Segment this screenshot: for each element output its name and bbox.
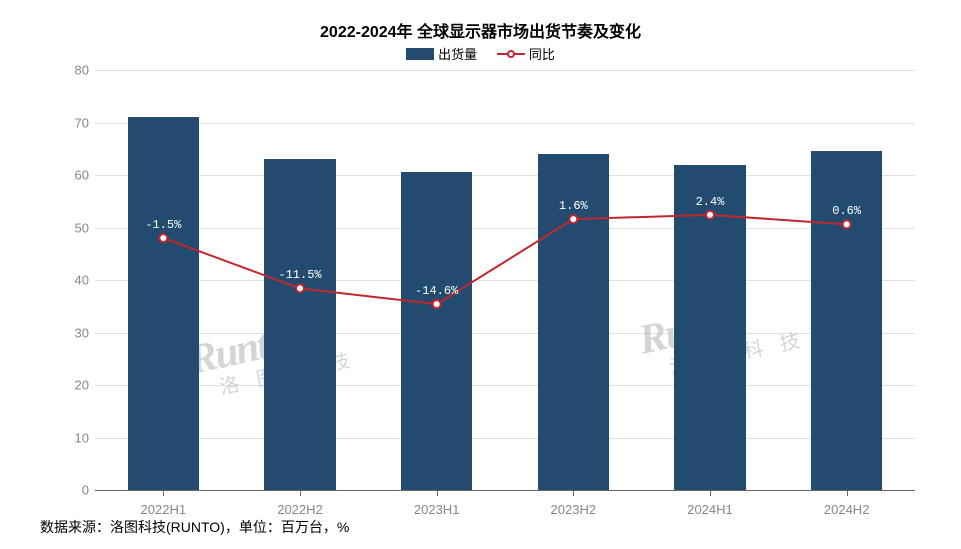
y-tick-label: 50 xyxy=(53,220,89,235)
source-text: 数据来源：洛图科技(RUNTO)，单位：百万台，% xyxy=(40,517,349,537)
x-axis-line xyxy=(95,490,915,491)
y-tick-label: 20 xyxy=(53,378,89,393)
y-tick-label: 70 xyxy=(53,115,89,130)
legend-item-bar: 出货量 xyxy=(406,44,477,63)
y-tick-label: 10 xyxy=(53,430,89,445)
y-tick-label: 80 xyxy=(53,63,89,78)
line-point-label: -1.5% xyxy=(145,218,181,232)
x-tick-label: 2022H1 xyxy=(141,502,187,517)
line-marker xyxy=(843,220,851,228)
x-tick-label: 2023H2 xyxy=(551,502,597,517)
line-point-label: 0.6% xyxy=(832,204,861,218)
x-tick-mark xyxy=(437,490,438,496)
line-marker xyxy=(159,234,167,242)
plot-area: 010203040506070802022H12022H22023H12023H… xyxy=(95,70,915,490)
x-tick-label: 2023H1 xyxy=(414,502,460,517)
legend-bar-label: 出货量 xyxy=(438,44,477,63)
y-tick-label: 60 xyxy=(53,168,89,183)
line-marker xyxy=(706,211,714,219)
x-tick-mark xyxy=(710,490,711,496)
y-tick-label: 40 xyxy=(53,273,89,288)
legend: 出货量 同比 xyxy=(0,44,961,63)
line-point-label: 2.4% xyxy=(696,195,725,209)
x-tick-mark xyxy=(847,490,848,496)
x-tick-label: 2024H1 xyxy=(687,502,733,517)
x-tick-mark xyxy=(163,490,164,496)
line-point-label: -11.5% xyxy=(278,268,321,282)
chart-title: 2022-2024年 全球显示器市场出货节奏及变化 xyxy=(0,18,961,42)
line-point-label: 1.6% xyxy=(559,199,588,213)
x-tick-mark xyxy=(573,490,574,496)
legend-line-label: 同比 xyxy=(529,44,555,63)
legend-item-line: 同比 xyxy=(497,44,555,63)
chart-container: 2022-2024年 全球显示器市场出货节奏及变化 出货量 同比 0102030… xyxy=(0,0,961,549)
line-series-svg xyxy=(95,70,915,490)
y-tick-label: 0 xyxy=(53,483,89,498)
x-tick-label: 2024H2 xyxy=(824,502,870,517)
line-marker xyxy=(296,284,304,292)
line-point-label: -14.6% xyxy=(415,284,458,298)
line-path xyxy=(163,215,846,304)
line-marker xyxy=(433,300,441,308)
legend-line-swatch xyxy=(497,48,525,60)
legend-bar-swatch xyxy=(406,48,434,60)
x-tick-label: 2022H2 xyxy=(277,502,323,517)
x-tick-mark xyxy=(300,490,301,496)
y-tick-label: 30 xyxy=(53,325,89,340)
line-marker xyxy=(569,215,577,223)
